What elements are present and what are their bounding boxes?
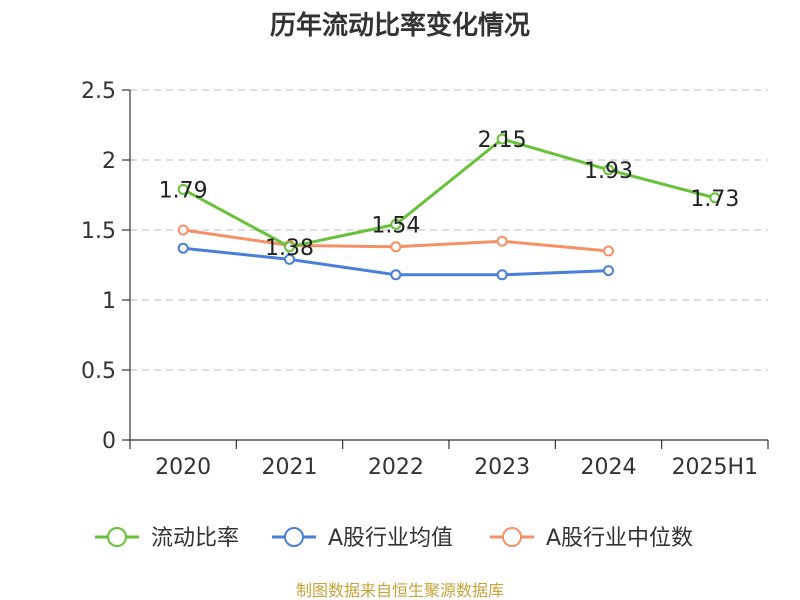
data-point: [177, 183, 189, 195]
legend-label: A股行业中位数: [546, 526, 693, 551]
x-tick-label: 2025H1: [672, 455, 759, 480]
data-label: 1.93: [584, 159, 633, 184]
data-label: 1.38: [265, 236, 314, 261]
data-point: [496, 269, 508, 281]
legend-marker: [502, 527, 522, 547]
data-point: [603, 245, 614, 257]
legend-item[interactable]: 流动比率: [95, 526, 239, 551]
data-point: [284, 253, 295, 265]
y-tick-label: 0.5: [81, 359, 116, 384]
y-tick-label: 1: [102, 289, 116, 314]
legend-item[interactable]: A股行业中位数: [490, 526, 693, 551]
x-tick-label: 2023: [474, 455, 530, 480]
data-label: 1.79: [159, 178, 208, 203]
y-tick-label: 0: [102, 429, 116, 454]
data-point: [284, 241, 295, 253]
legend-marker: [284, 527, 304, 547]
legend-label: A股行业均值: [328, 526, 453, 551]
source-note: 制图数据来自恒生聚源数据库: [296, 581, 504, 600]
y-tick-label: 1.5: [81, 219, 116, 244]
legend-label: 流动比率: [151, 526, 239, 551]
data-point: [177, 242, 189, 254]
data-point: [390, 218, 402, 230]
data-point: [603, 164, 614, 176]
x-tick-label: 2020: [155, 455, 211, 480]
y-tick-label: 2.5: [81, 79, 116, 104]
chart-title: 历年流动比率变化情况: [270, 10, 530, 41]
axes: 0 0.5 1 1.5 2 2.5 2020 2021 2022 2023 2024 2025H1: [81, 79, 769, 480]
legend-marker: [107, 527, 127, 547]
data-label: 1.73: [690, 187, 739, 212]
x-tick-label: 2021: [262, 455, 318, 480]
data-point: [390, 269, 402, 281]
data-label: 1.54: [371, 213, 420, 238]
series-line: [182, 137, 716, 249]
legend[interactable]: 流动比率 A股行业均值 A股行业中位数: [95, 526, 693, 551]
data-point: [390, 241, 402, 253]
grid: [130, 89, 768, 371]
data-point: [496, 235, 508, 247]
data-label: 2.15: [478, 128, 527, 153]
x-tick-label: 2022: [368, 455, 424, 480]
data-point: [496, 133, 508, 145]
data-point: [603, 265, 614, 277]
data-labels: 1.79 1.38 1.54 2.15 1.93 1.73: [159, 128, 740, 261]
series-layer: [177, 133, 721, 281]
data-point: [177, 224, 189, 236]
data-point: [709, 192, 721, 204]
legend-item[interactable]: A股行业均值: [272, 526, 453, 551]
x-tick-label: 2024: [581, 455, 637, 480]
y-tick-label: 2: [102, 149, 116, 174]
